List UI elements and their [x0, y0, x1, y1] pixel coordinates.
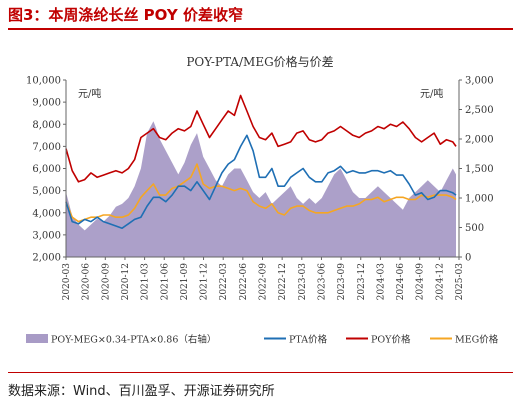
x-tick-label: 2021-09 — [180, 263, 190, 301]
x-tick-label: 2021-12 — [200, 263, 210, 300]
y-right-tick-label: 1,500 — [465, 164, 494, 175]
right-unit-label: 元/吨 — [420, 87, 443, 100]
y-right-tick-label: 2,500 — [465, 105, 494, 116]
chart-title: POY-PTA/MEG价格与价差 — [186, 54, 333, 69]
y-left-tick-label: 10,000 — [26, 76, 61, 87]
x-tick-label: 2024-06 — [396, 263, 406, 301]
x-tick-label: 2024-12 — [435, 263, 445, 300]
legend-label-pta: PTA价格 — [289, 334, 328, 346]
x-tick-label: 2023-12 — [357, 263, 367, 300]
legend-swatch-spread — [26, 334, 48, 343]
y-left-tick-label: 7,000 — [32, 142, 61, 153]
x-tick-label: 2020-06 — [82, 263, 92, 301]
x-tick-label: 2023-09 — [337, 263, 347, 301]
x-tick-label: 2024-03 — [376, 263, 386, 301]
y-left-tick-label: 3,000 — [32, 230, 61, 241]
x-tick-label: 2023-06 — [317, 263, 327, 301]
legend-label-poy: POY价格 — [371, 334, 411, 346]
meg-line — [65, 163, 457, 223]
x-tick-label: 2020-09 — [101, 263, 111, 301]
legend: POY-MEG×0.34-PTA×0.86（右轴） PTA价格 POY价格 MEG价格 — [26, 334, 499, 346]
y-right-tick-label: 2,000 — [465, 135, 494, 146]
y-left-tick-label: 6,000 — [32, 164, 61, 175]
x-tick-label: 2021-06 — [160, 263, 170, 301]
spread-area — [66, 121, 457, 257]
legend-label-meg: MEG价格 — [455, 334, 499, 346]
x-tick-label: 2023-03 — [298, 263, 308, 301]
x-tick-label: 2022-12 — [278, 263, 288, 300]
x-tick-label: 2025-03 — [455, 263, 465, 301]
plot-area: 2,000 3,000 4,000 5,000 6,000 7,000 8,000 9,000… — [26, 76, 494, 301]
x-tick-label: 2020-03 — [62, 263, 72, 301]
chart-svg: POY-PTA/MEG价格与价差 元/吨 元/吨 2,000 3,000 4,000… — [26, 54, 499, 346]
left-unit-label: 元/吨 — [78, 87, 101, 100]
y-left-tick-label: 9,000 — [32, 98, 61, 109]
figure-title: 图3：本周涤纶长丝 POY 价差收窄 — [8, 6, 243, 24]
pta-line — [65, 134, 457, 229]
source-note: 数据来源：Wind、百川盈孚、开源证券研究所 — [8, 384, 275, 399]
y-right-tick-label: 1,000 — [465, 194, 494, 205]
legend-label-spread: POY-MEG×0.34-PTA×0.86（右轴） — [51, 334, 216, 346]
y-right-tick-label: 3,000 — [465, 76, 494, 87]
x-tick-label: 2022-06 — [239, 263, 249, 301]
y-left-tick-label: 5,000 — [32, 186, 61, 197]
x-tick-label: 2021-03 — [141, 263, 151, 301]
poy-line — [65, 94, 457, 183]
y-left-tick-label: 8,000 — [32, 120, 61, 131]
header-divider — [8, 28, 513, 30]
x-tick-label: 2024-09 — [416, 263, 426, 301]
x-tick-label: 2022-09 — [259, 263, 269, 301]
x-tick-label: 2022-03 — [219, 263, 229, 301]
footer-divider — [8, 372, 513, 373]
y-left-tick-label: 2,000 — [32, 253, 61, 264]
y-right-tick-label: 0 — [465, 253, 471, 264]
y-right-tick-label: 500 — [465, 223, 484, 234]
x-tick-label: 2020-12 — [121, 263, 131, 300]
y-left-tick-label: 4,000 — [32, 208, 61, 219]
